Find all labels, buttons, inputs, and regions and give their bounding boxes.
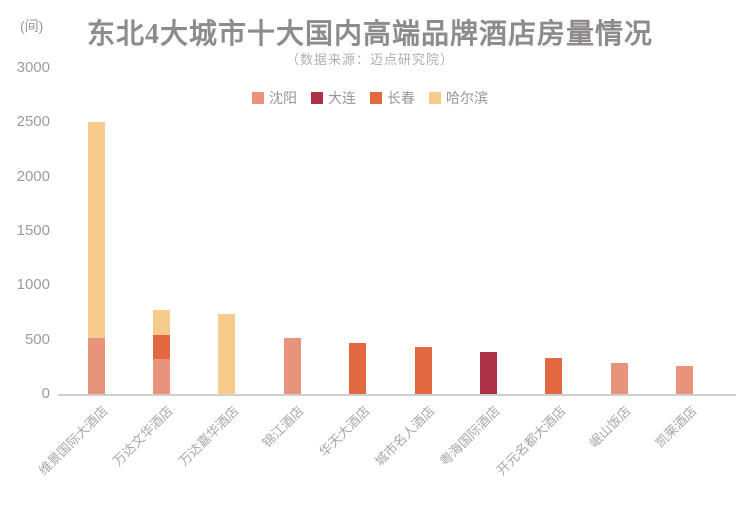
y-axis-unit-label: (间) [20,18,44,34]
bar-segment-开元名都大酒店-长春 [545,358,563,395]
bar-segment-万达嘉华酒店-哈尔滨 [218,314,236,395]
legend-item-2: 大连 [311,88,356,108]
legend-swatch-icon [311,92,323,104]
bar-segment-岷山饭店-沈阳 [610,362,628,395]
x-axis-line [58,394,736,396]
legend-swatch-icon [252,92,264,104]
chart-title: 东北4大城市十大国内高端品牌酒店房量情况 [86,19,653,50]
legend-item-3: 长春 [370,88,415,108]
y-tick-label-500: 500 [24,330,50,348]
bar-segment-维景国际大酒店-沈阳 [87,337,105,395]
legend-label: 大连 [328,90,356,106]
y-tick-label-1000: 1000 [16,276,50,294]
y-tick-label-1500: 1500 [16,222,50,239]
bar-segment-维景国际大酒店-哈尔滨 [87,121,105,338]
x-axis-label-凯莱酒店: 凯莱酒店 [651,403,700,451]
legend-label: 哈尔滨 [446,90,488,106]
legend-swatch-icon [370,92,382,104]
legend: 沈阳 大连 长春 哈尔滨 [0,88,740,108]
legend-item-4: 哈尔滨 [429,88,488,108]
y-tick-label-3000: 3000 [16,59,50,76]
legend-item-1: 沈阳 [252,88,297,108]
bar-segment-华天大酒店-长春 [349,343,367,395]
y-tick-label-2000: 2000 [16,167,50,185]
chart-subtitle: （数据来源：迈点研究院） [285,52,454,67]
bar-segment-万达文华酒店-哈尔滨 [152,309,170,335]
legend-label: 沈阳 [269,90,297,106]
bar-segment-万达文华酒店-沈阳 [152,359,170,395]
bar-segment-锦江酒店-沈阳 [283,337,301,395]
legend-label: 长春 [387,90,415,106]
y-tick-label-0: 0 [41,385,50,402]
bar-segment-粤海国际酒店-大连 [479,351,497,395]
bar-segment-城市名人酒店-长春 [414,347,432,395]
bar-segment-万达文华酒店-长春 [152,334,170,360]
bar-segment-凯莱酒店-沈阳 [676,365,694,395]
y-tick-label-2500: 2500 [16,113,50,131]
legend-swatch-icon [429,92,441,104]
